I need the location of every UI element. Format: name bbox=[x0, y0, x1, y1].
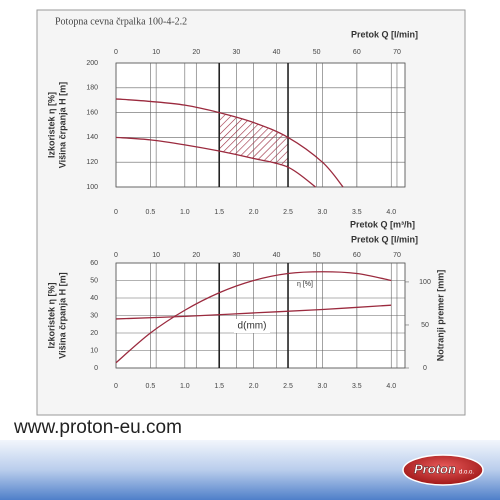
x2-tick-label: 10 bbox=[152, 252, 160, 259]
x2-tick-label: 0 bbox=[114, 49, 118, 56]
x2-tick-label: 50 bbox=[313, 49, 321, 56]
x2-axis-label: Pretok Q [l/min] bbox=[351, 234, 418, 244]
x-tick-label: 3.0 bbox=[318, 209, 328, 216]
y-tick-label: 40 bbox=[90, 295, 98, 302]
logo-ellipse bbox=[402, 454, 484, 486]
logo: Proton d.o.o. bbox=[402, 454, 484, 486]
y-tick-label: 60 bbox=[90, 260, 98, 267]
x-tick-label: 1.5 bbox=[214, 209, 224, 216]
y2-tick-label: 100 bbox=[419, 279, 431, 286]
y-tick-label: 50 bbox=[90, 277, 98, 284]
x-tick-label: 0 bbox=[114, 383, 118, 390]
x2-tick-label: 20 bbox=[192, 49, 200, 56]
operating-range bbox=[219, 112, 289, 168]
x-tick-label: 2.5 bbox=[283, 209, 293, 216]
x-tick-label: 4.0 bbox=[386, 383, 396, 390]
x-tick-label: 1.0 bbox=[180, 209, 190, 216]
curve bbox=[115, 271, 392, 364]
x-tick-label: 3.5 bbox=[352, 383, 362, 390]
x2-tick-label: 20 bbox=[192, 252, 200, 259]
label-box bbox=[234, 319, 270, 333]
curve-label: d(mm) bbox=[238, 321, 267, 332]
x-tick-label: 1.0 bbox=[180, 383, 190, 390]
y-tick-label: 100 bbox=[86, 184, 98, 191]
x2-tick-label: 40 bbox=[273, 252, 281, 259]
x-tick-label: 2.5 bbox=[283, 383, 293, 390]
curve-label: η [%] bbox=[297, 281, 313, 288]
y2-axis-label: Notranji premer [mm] bbox=[435, 270, 445, 362]
x-tick-label: 1.5 bbox=[214, 383, 224, 390]
x-tick-label: 3.5 bbox=[352, 209, 362, 216]
x-tick-label: 0.5 bbox=[146, 209, 156, 216]
x-tick-label: 0 bbox=[114, 209, 118, 216]
x2-tick-label: 50 bbox=[313, 252, 321, 259]
y-tick-label: 200 bbox=[86, 60, 98, 67]
y-tick-label: 180 bbox=[86, 85, 98, 92]
x2-tick-label: 0 bbox=[114, 252, 118, 259]
chart-title: Potopna cevna črpalka 100-4-2.2 bbox=[55, 16, 187, 27]
y-tick-label: 120 bbox=[86, 159, 98, 166]
x2-tick-label: 60 bbox=[353, 252, 361, 259]
logo-name: Proton bbox=[414, 461, 456, 476]
y-axis-label: Višina črpanja H [m] bbox=[57, 82, 67, 168]
x-tick-label: 2.0 bbox=[249, 209, 259, 216]
x2-tick-label: 30 bbox=[233, 49, 241, 56]
x-tick-label: 4.0 bbox=[386, 209, 396, 216]
x2-tick-label: 70 bbox=[393, 49, 401, 56]
x-tick-label: 3.0 bbox=[318, 383, 328, 390]
y-tick-label: 30 bbox=[90, 312, 98, 319]
y-tick-label: 10 bbox=[90, 347, 98, 354]
x2-tick-label: 40 bbox=[273, 49, 281, 56]
y-axis-label: Izkoristek η [%] bbox=[46, 282, 56, 348]
logo-suffix: d.o.o. bbox=[459, 470, 474, 476]
curve bbox=[115, 136, 316, 188]
x2-axis-label: Pretok Q [l/min] bbox=[351, 29, 418, 39]
curve bbox=[115, 304, 392, 320]
x2-tick-label: 60 bbox=[353, 49, 361, 56]
y-tick-label: 160 bbox=[86, 109, 98, 116]
x2-tick-label: 70 bbox=[393, 252, 401, 259]
x-tick-label: 2.0 bbox=[249, 383, 259, 390]
x2-tick-label: 30 bbox=[233, 252, 241, 259]
y-axis-label: Izkoristek η [%] bbox=[46, 92, 56, 158]
y-tick-label: 0 bbox=[94, 365, 98, 372]
website: www.proton-eu.com bbox=[13, 417, 182, 438]
curve bbox=[115, 98, 344, 188]
y2-tick-label: 50 bbox=[421, 322, 429, 329]
x-tick-label: 0.5 bbox=[146, 383, 156, 390]
y2-tick-label: 0 bbox=[423, 365, 427, 372]
y-tick-label: 140 bbox=[86, 134, 98, 141]
x2-tick-label: 10 bbox=[152, 49, 160, 56]
y-axis-label: Višina črpanja H [m] bbox=[57, 272, 67, 358]
y-tick-label: 20 bbox=[90, 330, 98, 337]
x-axis-label: Pretok Q [m³/h] bbox=[350, 219, 415, 229]
